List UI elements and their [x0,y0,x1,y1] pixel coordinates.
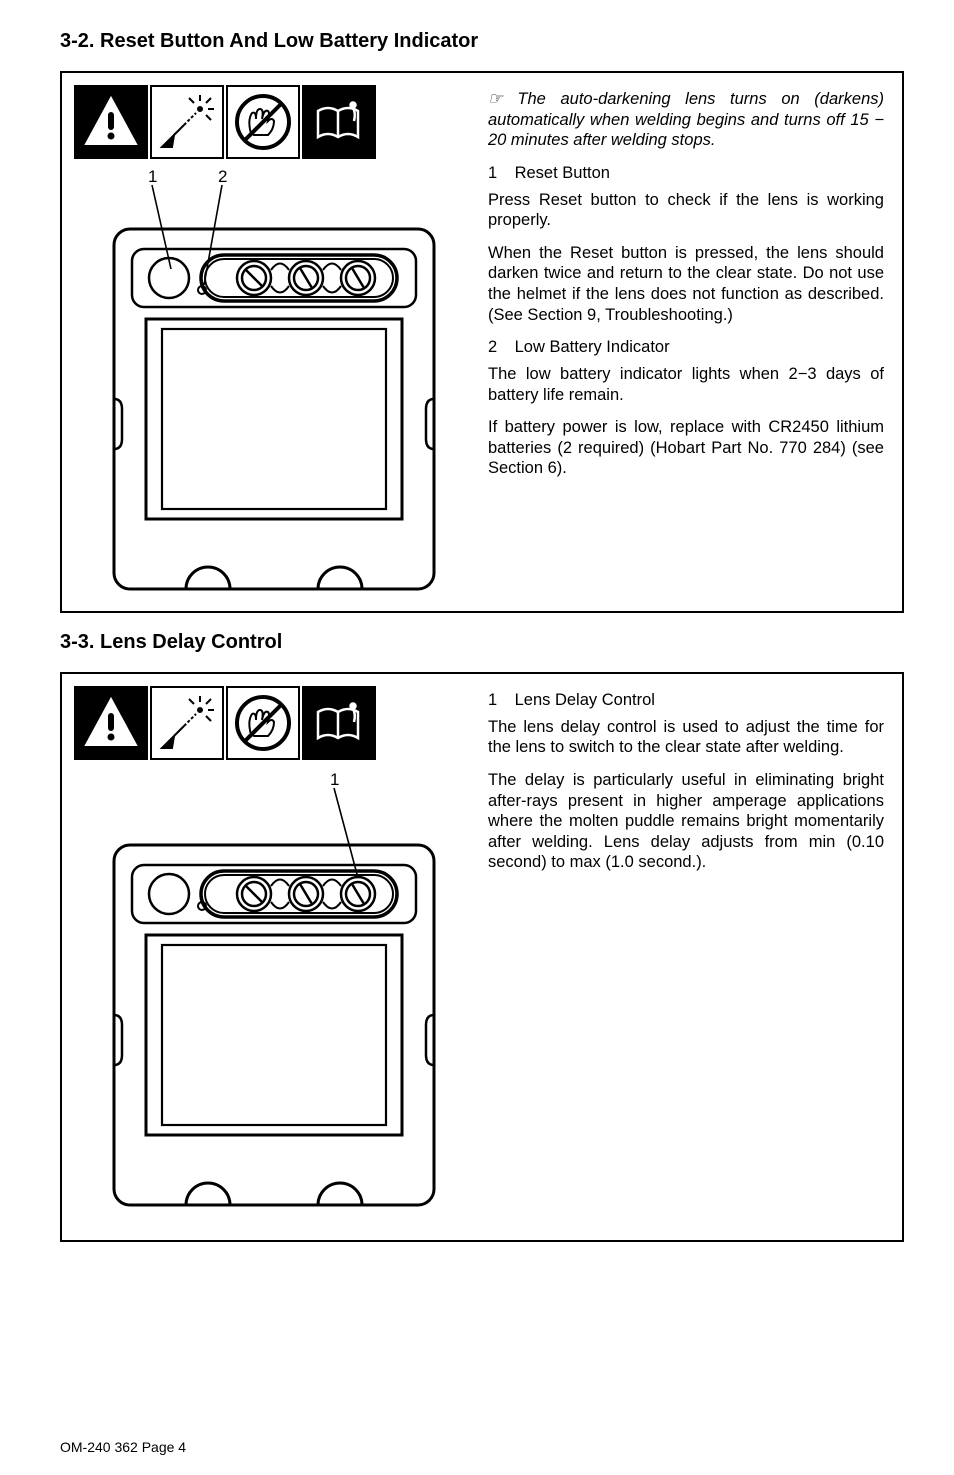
page-footer: OM-240 362 Page 4 [60,1439,186,1455]
welding-spark-icon [150,686,224,760]
read-manual-icon [302,686,376,760]
item-2-label: 2 Low Battery Indicator [488,337,884,358]
note-pointer-icon: ☞ [488,90,503,108]
item-1-label-s2: 1 Lens Delay Control [488,690,884,711]
warning-icon-row [74,85,474,159]
warning-icon-row-2 [74,686,474,760]
diagram-label-1: 1 [330,770,339,790]
section-1-box: 1 2 [60,71,904,613]
diagram-label-1: 1 [148,167,157,187]
item-1-num: 1 [488,163,510,184]
section-2-text: 1 Lens Delay Control The lens delay cont… [488,686,890,1228]
section-1-text: ☞ The auto-darkening lens turns on (dark… [488,85,890,599]
welding-spark-icon [150,85,224,159]
section-1-left: 1 2 [74,85,474,599]
warning-triangle-icon [74,686,148,760]
item-1-name: Reset Button [515,164,610,182]
para-delay-details: The delay is particularly useful in elim… [488,770,884,873]
section-2-left: 1 [74,686,474,1228]
item-2-name: Low Battery Indicator [515,338,670,356]
section-2-heading: 3-3. Lens Delay Control [60,631,904,654]
section-1-heading: 3-2. Reset Button And Low Battery Indica… [60,30,904,53]
para-delay-purpose: The lens delay control is used to adjust… [488,717,884,758]
item-2-num: 2 [488,337,510,358]
item-1-label: 1 Reset Button [488,163,884,184]
section-2-box: 1 [60,672,904,1242]
note-text: The auto-darkening lens turns on (darken… [488,90,884,149]
no-hands-icon [226,85,300,159]
auto-darken-note: ☞ The auto-darkening lens turns on (dark… [488,89,884,151]
diagram-label-2: 2 [218,167,227,187]
para-reset-check: Press Reset button to check if the lens … [488,190,884,231]
read-manual-icon [302,85,376,159]
section-2-diagram: 1 [74,770,474,1220]
item-1-name-s2: Lens Delay Control [515,691,655,709]
warning-triangle-icon [74,85,148,159]
section-1-diagram: 1 2 [74,169,474,599]
item-1-num-s2: 1 [488,690,510,711]
para-low-batt-replace: If battery power is low, replace with CR… [488,417,884,479]
no-hands-icon [226,686,300,760]
para-low-batt-when: The low battery indicator lights when 2−… [488,364,884,405]
para-reset-behavior: When the Reset button is pressed, the le… [488,243,884,326]
